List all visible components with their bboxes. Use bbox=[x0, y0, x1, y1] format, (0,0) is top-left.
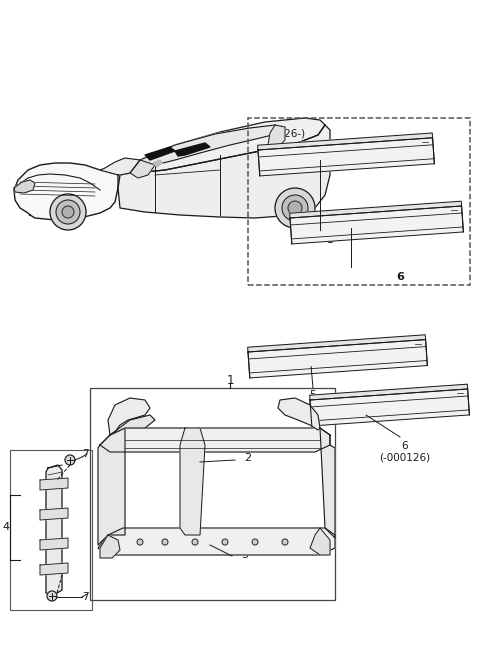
Polygon shape bbox=[40, 538, 68, 550]
Text: 5: 5 bbox=[326, 235, 334, 245]
Polygon shape bbox=[175, 143, 210, 156]
Bar bbox=[248, 118, 470, 285]
Polygon shape bbox=[118, 125, 330, 218]
Polygon shape bbox=[258, 133, 432, 150]
Polygon shape bbox=[310, 389, 469, 426]
Polygon shape bbox=[268, 125, 285, 147]
Text: 4: 4 bbox=[2, 522, 10, 532]
Bar bbox=[10, 450, 92, 610]
Polygon shape bbox=[145, 147, 175, 160]
Polygon shape bbox=[100, 428, 330, 452]
Circle shape bbox=[62, 206, 74, 218]
Bar bbox=[90, 388, 335, 600]
Polygon shape bbox=[110, 415, 155, 435]
Text: 7: 7 bbox=[82, 449, 89, 459]
Text: 5
(-000126): 5 (-000126) bbox=[288, 390, 338, 412]
Polygon shape bbox=[289, 201, 462, 218]
Text: 6
(-000126): 6 (-000126) bbox=[379, 441, 431, 463]
Polygon shape bbox=[258, 138, 434, 176]
Polygon shape bbox=[46, 465, 62, 595]
Circle shape bbox=[137, 539, 143, 545]
Circle shape bbox=[162, 539, 168, 545]
Polygon shape bbox=[290, 206, 463, 244]
Polygon shape bbox=[180, 428, 205, 535]
Polygon shape bbox=[140, 125, 285, 165]
Polygon shape bbox=[100, 158, 140, 175]
Text: 3: 3 bbox=[241, 550, 249, 560]
Circle shape bbox=[222, 539, 228, 545]
Polygon shape bbox=[14, 180, 35, 193]
Polygon shape bbox=[40, 478, 68, 490]
Polygon shape bbox=[130, 160, 155, 178]
Polygon shape bbox=[310, 528, 330, 555]
Polygon shape bbox=[14, 163, 120, 220]
Text: (000126-): (000126-) bbox=[254, 128, 306, 138]
Text: 6: 6 bbox=[396, 272, 404, 282]
Circle shape bbox=[282, 195, 308, 221]
Circle shape bbox=[192, 539, 198, 545]
Polygon shape bbox=[248, 335, 426, 352]
Circle shape bbox=[50, 194, 86, 230]
Circle shape bbox=[275, 188, 315, 228]
Circle shape bbox=[288, 201, 302, 215]
Circle shape bbox=[47, 591, 57, 601]
Circle shape bbox=[65, 455, 75, 465]
Text: 7: 7 bbox=[82, 592, 89, 602]
Text: 1: 1 bbox=[226, 373, 234, 387]
Polygon shape bbox=[98, 528, 335, 555]
Polygon shape bbox=[153, 160, 162, 167]
Polygon shape bbox=[320, 428, 335, 538]
Polygon shape bbox=[108, 398, 150, 435]
Text: 2: 2 bbox=[244, 453, 252, 463]
Polygon shape bbox=[278, 398, 320, 430]
Polygon shape bbox=[40, 563, 68, 575]
Circle shape bbox=[252, 539, 258, 545]
Polygon shape bbox=[118, 118, 325, 175]
Circle shape bbox=[56, 200, 80, 224]
Polygon shape bbox=[100, 535, 120, 558]
Polygon shape bbox=[98, 428, 125, 545]
Polygon shape bbox=[248, 340, 427, 378]
Polygon shape bbox=[40, 508, 68, 520]
Circle shape bbox=[282, 539, 288, 545]
Polygon shape bbox=[310, 384, 468, 400]
